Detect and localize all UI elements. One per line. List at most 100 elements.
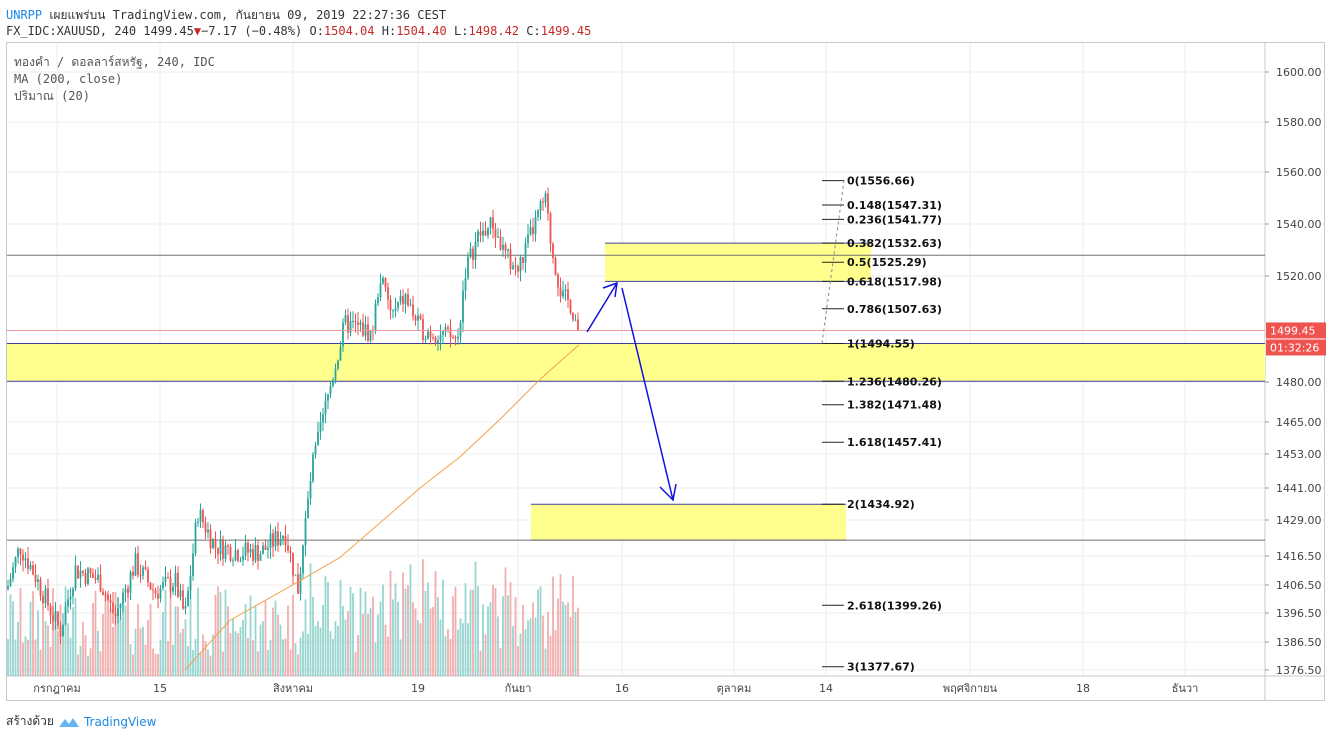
volume-bar [552,576,554,676]
volume-bar [222,651,224,676]
candle-body [557,274,559,288]
candle-body [534,217,537,235]
candle-body [182,590,184,609]
candle-body [522,257,524,263]
candle-body [162,582,164,589]
volume-bar [299,637,302,676]
high-value: 1504.40 [396,24,447,38]
volume-bar [494,588,497,676]
candle-body [47,588,49,606]
candle-body [399,295,402,302]
candle-body [12,567,14,579]
candle-body [382,278,384,284]
candle-body [267,548,269,550]
volume-bar [217,586,219,676]
candle-body [184,605,187,609]
volume-bar [179,632,182,676]
candle-body [452,337,454,339]
candle-body [404,294,407,305]
volume-bar [409,564,412,676]
price-tick-label: 1520.00 [1276,270,1322,283]
legend-symbol[interactable]: ทองคำ / ดอลลาร์สหรัฐ, 240, IDC [14,55,215,69]
volume-bar [104,592,107,676]
time-tick-label: 15 [153,682,167,695]
volume-bar [314,626,317,676]
time-tick-label: พฤศจิกายน [943,682,998,695]
candle-body [37,579,39,583]
volume-bar [87,655,89,676]
candle-body [302,545,304,574]
volume-bar [402,572,404,676]
countdown-label: 01:32:26 [1270,341,1319,354]
volume-bar [452,596,454,676]
volume-bar [14,639,17,676]
volume-bar [507,595,509,676]
volume-bar [252,640,254,676]
candle-body [409,304,412,306]
volume-bar [139,628,142,676]
candle-body [577,319,579,331]
current-price-label: 1499.45 [1270,324,1316,337]
fib-level-label: 0.236(1541.77) [847,213,942,226]
candle-body [19,548,22,555]
candle-body [429,331,432,338]
candle-body [227,545,229,547]
candle-body [532,227,534,235]
volume-bar [49,646,52,676]
arrow-up-line [586,282,618,333]
fib-level-label: 1.382(1471.48) [847,399,942,412]
price-tick-label: 1396.50 [1276,607,1322,620]
candle-body [187,590,189,606]
legend-volume[interactable]: ปริมาณ (20) [14,89,90,103]
candle-body [174,572,177,587]
candle-body [234,549,237,561]
candle-body [24,558,27,561]
candle-body [199,509,202,522]
candle-body [354,320,357,323]
candle-body [137,553,139,575]
legend-ma[interactable]: MA (200, close) [14,72,123,86]
volume-bar [564,604,567,676]
volume-bar [37,610,39,676]
candle-body [342,322,344,347]
candle-body [377,297,379,304]
brand-name[interactable]: TradingView [83,714,157,729]
candle-body [32,565,34,575]
volume-bar [324,576,327,676]
volume-bar [44,621,47,676]
forecast-arrows [586,281,677,502]
time-tick-label: 16 [615,682,629,695]
volume-bar [239,627,242,676]
volume-bar [249,595,252,676]
volume-bar [374,642,377,676]
author-name[interactable]: UNRPP [6,8,43,22]
candle-body [109,599,112,603]
volume-bar [42,610,44,676]
volume-bar [254,605,257,676]
volume-bar [549,635,552,676]
candle-body [119,603,122,609]
volume-bar [247,638,249,676]
candle-body [419,315,422,320]
volume-bar [307,633,309,676]
current-price-tag [1266,322,1326,339]
candle-body [512,265,514,270]
volume-bar [234,631,237,676]
volume-bar [109,608,112,676]
price-tick-label: 1540.00 [1276,218,1322,231]
volume-bar [114,591,117,676]
volume-bar [562,601,564,676]
volume-bar [157,653,159,676]
candle-body [209,529,212,549]
candle-body [472,248,474,261]
volume-bar [577,607,579,676]
volume-bar [444,636,447,676]
volume-bar [379,601,382,676]
candle-body [104,595,107,597]
volume-bar [309,563,312,676]
tradingview-logo-icon [58,717,79,727]
candle-body [307,498,309,519]
volume-bar [529,618,532,676]
candle-body [287,545,289,551]
